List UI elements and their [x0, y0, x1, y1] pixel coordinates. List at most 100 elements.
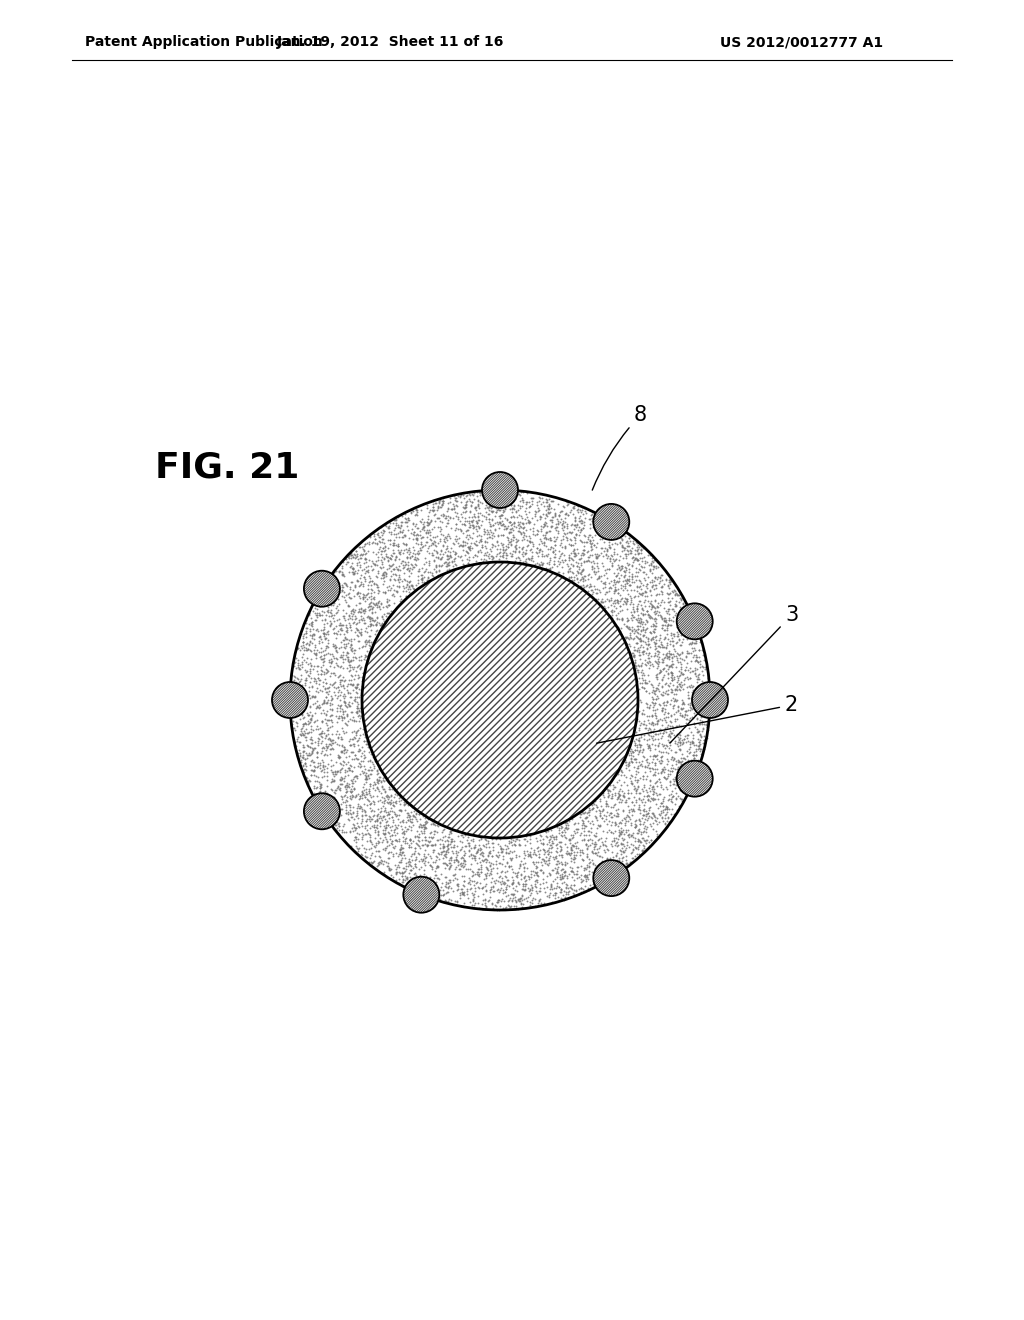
Point: [678, 762, 694, 783]
Point: [289, 680, 305, 701]
Point: [304, 624, 321, 645]
Point: [399, 554, 416, 576]
Point: [507, 830, 523, 851]
Point: [681, 754, 697, 775]
Point: [593, 543, 609, 564]
Point: [365, 791, 381, 812]
Point: [352, 725, 369, 746]
Point: [588, 800, 604, 821]
Point: [680, 755, 696, 776]
Point: [545, 846, 561, 867]
Point: [573, 855, 590, 876]
Point: [609, 591, 626, 612]
Point: [549, 837, 565, 858]
Point: [469, 859, 485, 880]
Point: [649, 657, 666, 678]
Point: [296, 682, 312, 704]
Point: [629, 549, 645, 570]
Point: [643, 572, 659, 593]
Point: [640, 665, 656, 686]
Point: [546, 884, 562, 906]
Point: [598, 792, 614, 813]
Point: [654, 589, 671, 610]
Point: [645, 700, 662, 721]
Point: [629, 760, 645, 781]
Point: [611, 840, 628, 861]
Point: [627, 810, 643, 832]
Point: [623, 627, 639, 648]
Point: [551, 822, 567, 843]
Point: [684, 610, 700, 631]
Point: [409, 517, 425, 539]
Point: [445, 498, 462, 519]
Point: [627, 748, 643, 770]
Point: [316, 766, 333, 787]
Point: [465, 845, 481, 866]
Point: [306, 756, 323, 777]
Point: [609, 533, 626, 554]
Point: [522, 846, 539, 867]
Point: [372, 614, 388, 635]
Point: [534, 544, 550, 565]
Point: [371, 861, 387, 882]
Point: [588, 833, 604, 854]
Point: [428, 855, 444, 876]
Point: [455, 896, 471, 917]
Point: [455, 531, 471, 552]
Point: [397, 867, 414, 888]
Point: [688, 618, 705, 639]
Point: [345, 675, 361, 696]
Point: [347, 576, 364, 597]
Point: [369, 817, 385, 838]
Point: [637, 714, 653, 735]
Point: [653, 762, 670, 783]
Point: [554, 863, 570, 884]
Point: [338, 795, 354, 816]
Point: [295, 714, 311, 735]
Point: [662, 676, 678, 697]
Point: [605, 570, 622, 591]
Point: [359, 540, 376, 561]
Point: [403, 859, 420, 880]
Point: [549, 516, 565, 537]
Point: [290, 693, 306, 714]
Point: [575, 859, 592, 880]
Point: [677, 607, 693, 628]
Point: [623, 738, 639, 759]
Point: [600, 779, 616, 800]
Point: [415, 568, 431, 589]
Point: [620, 607, 636, 628]
Point: [324, 644, 340, 665]
Point: [651, 752, 668, 774]
Point: [495, 535, 511, 556]
Point: [502, 512, 518, 533]
Point: [678, 653, 694, 675]
Point: [462, 540, 478, 561]
Point: [690, 647, 707, 668]
Point: [694, 657, 711, 678]
Point: [416, 517, 432, 539]
Point: [315, 754, 332, 775]
Point: [635, 810, 651, 832]
Point: [385, 574, 401, 595]
Point: [582, 545, 598, 566]
Point: [624, 605, 640, 626]
Point: [689, 672, 706, 693]
Point: [432, 544, 449, 565]
Point: [356, 543, 373, 564]
Point: [452, 887, 468, 908]
Point: [513, 894, 529, 915]
Point: [316, 647, 333, 668]
Point: [515, 879, 531, 900]
Point: [680, 595, 696, 616]
Point: [443, 832, 460, 853]
Point: [586, 562, 602, 583]
Point: [371, 762, 387, 783]
Point: [510, 834, 526, 855]
Point: [664, 653, 680, 675]
Point: [404, 577, 421, 598]
Point: [673, 661, 689, 682]
Point: [371, 799, 387, 820]
Point: [575, 550, 592, 572]
Point: [562, 833, 579, 854]
